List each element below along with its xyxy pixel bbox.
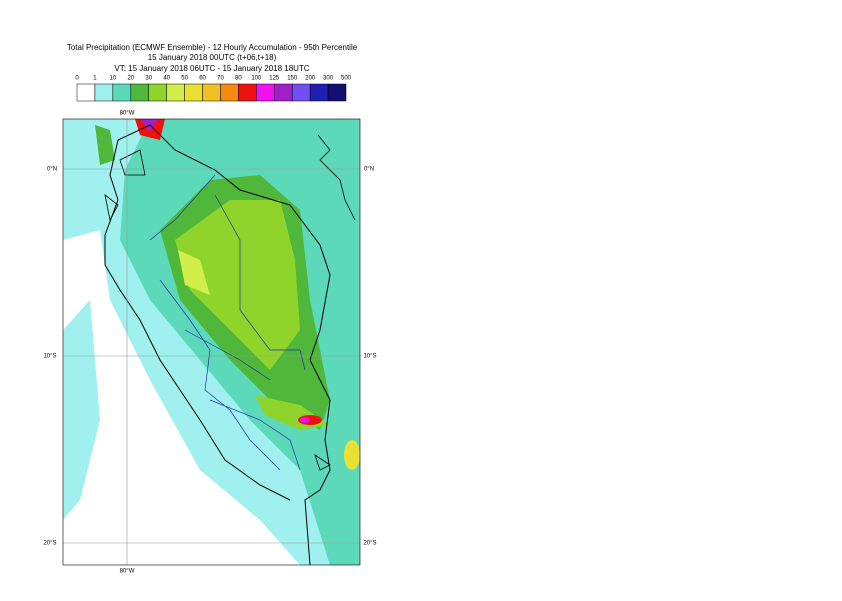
legend-label: 60 [199, 76, 206, 82]
lat-label: 10°S [363, 354, 376, 360]
lat-label: 10°S [43, 354, 56, 360]
legend-label: 30 [145, 76, 152, 82]
legend-swatch [256, 83, 275, 102]
legend-swatch [184, 83, 203, 102]
legend-swatch [148, 83, 167, 102]
legend-label: 100 [251, 76, 262, 82]
legend-label: 50 [181, 76, 188, 82]
title: VT: 15 January 2018 06UTC - 15 January 2… [114, 64, 309, 73]
map-frame [62, 118, 361, 566]
legend-swatch [76, 83, 96, 102]
legend-label: 40 [163, 76, 170, 82]
legend-label: 20 [127, 76, 134, 82]
legend-swatch [202, 83, 221, 102]
legend-label: 0 [75, 76, 79, 82]
title: 15 January 2018 00UTC (t+06,t+18) [148, 53, 277, 62]
legend-label: 500 [341, 76, 352, 82]
title: Total Precipitation (ECMWF Ensemble) - 1… [67, 43, 358, 52]
legend-swatch [112, 83, 132, 102]
lon-label: 80°W [120, 111, 135, 117]
lat-label: 0°N [47, 167, 57, 173]
legend-swatch [274, 83, 293, 102]
legend-label: 150 [287, 76, 298, 82]
legend-swatch [309, 83, 329, 102]
legend-swatch [238, 83, 257, 102]
legend-label: 10 [110, 76, 117, 82]
legend-label: 300 [323, 76, 334, 82]
map [63, 119, 360, 565]
legend-swatch [291, 83, 311, 102]
lat-label: 20°S [43, 541, 56, 547]
legend: 0 1 10 20 30 40 50 60 70 80 100 125 150 200 300 500 [75, 76, 352, 102]
lat-label: 0°N [364, 167, 374, 173]
lat-label: 20°S [363, 541, 376, 547]
legend-label: 70 [217, 76, 224, 82]
legend-label: 200 [305, 76, 316, 82]
legend-label: 1 [93, 76, 97, 82]
legend-swatch [94, 83, 114, 102]
legend-label: 80 [235, 76, 242, 82]
legend-swatch [220, 83, 239, 102]
lon-label: 80°W [120, 569, 135, 575]
legend-swatch [130, 83, 149, 102]
legend-label: 125 [269, 76, 280, 82]
legend-swatch [327, 83, 347, 102]
legend-swatch [166, 83, 185, 102]
